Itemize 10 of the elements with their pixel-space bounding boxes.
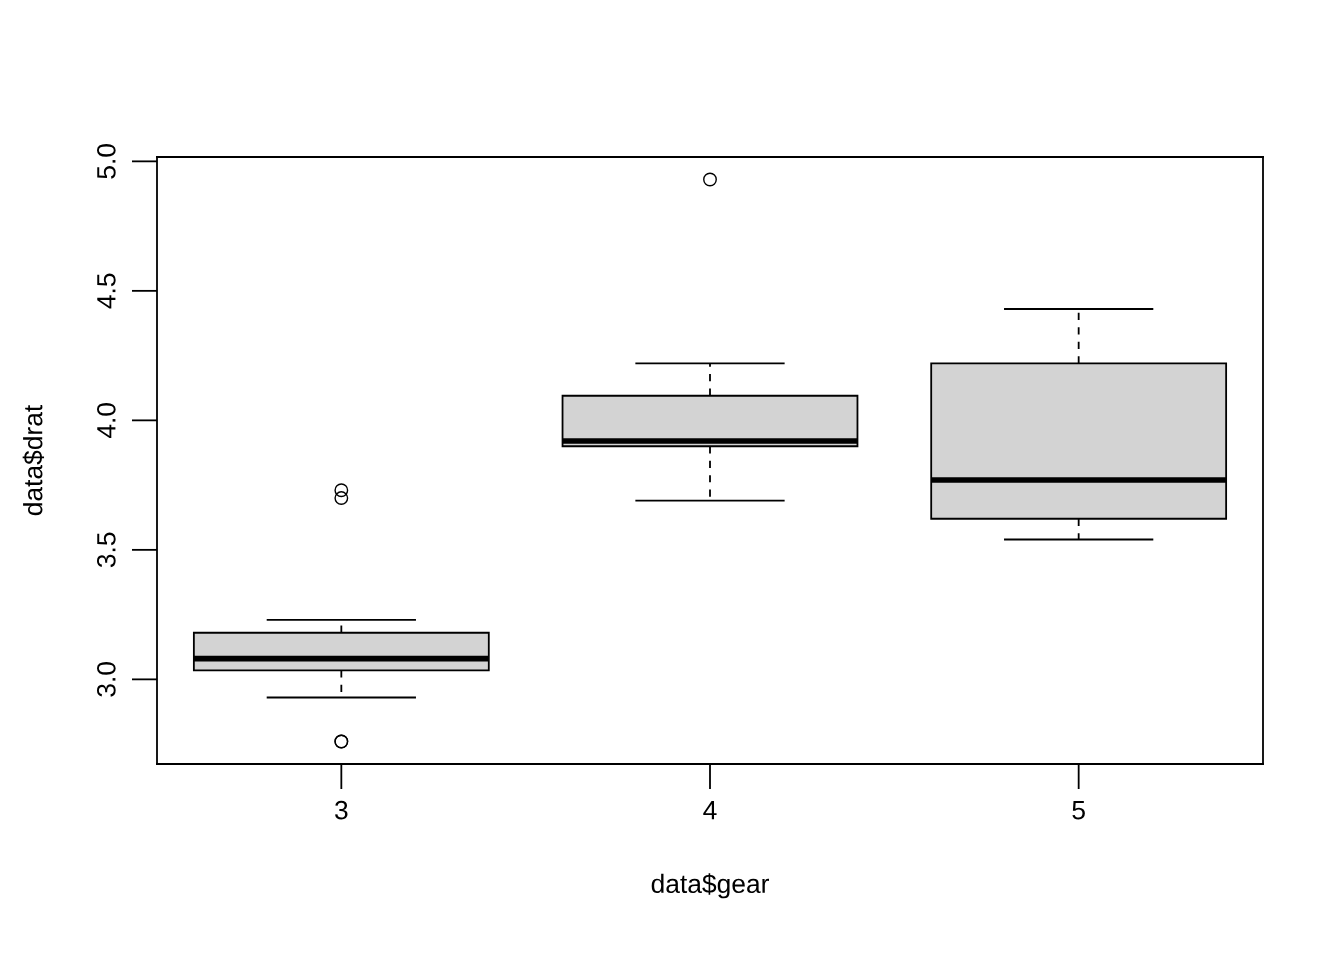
x-axis-title: data$gear bbox=[651, 873, 769, 899]
y-tick-label: 3.5 bbox=[96, 532, 116, 568]
y-tick-label: 3.0 bbox=[96, 662, 116, 697]
y-tick-label: 4.5 bbox=[97, 273, 116, 309]
x-tick-label: 5 bbox=[1072, 801, 1085, 820]
x-tick-label: 4 bbox=[703, 801, 717, 820]
y-tick-label: 5.0 bbox=[96, 144, 116, 179]
y-axis-title: data$drat bbox=[22, 404, 45, 516]
y-tick-label: 4.0 bbox=[96, 403, 116, 439]
x-tick-label: 3 bbox=[335, 800, 348, 820]
